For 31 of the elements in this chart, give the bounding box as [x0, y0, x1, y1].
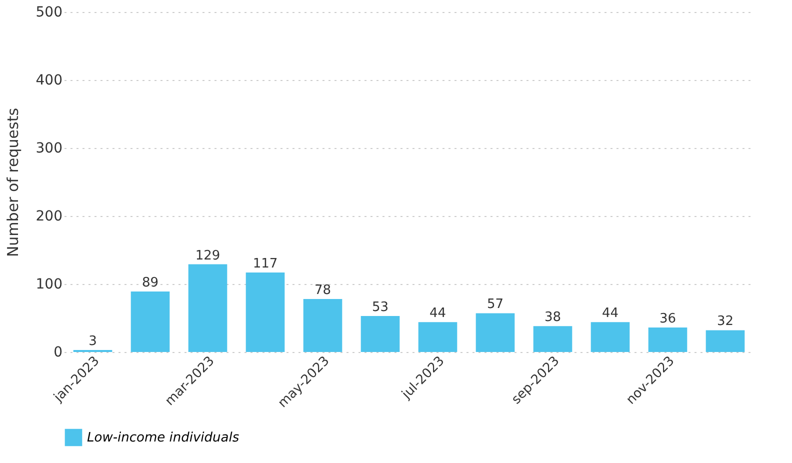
y-tick-label: 300 — [36, 140, 62, 156]
y-tick-label: 500 — [36, 4, 62, 20]
bar — [533, 326, 572, 352]
bar — [360, 316, 400, 352]
data-label: 38 — [544, 310, 562, 326]
data-label: 89 — [142, 275, 159, 290]
bar — [188, 264, 228, 352]
y-tick-label: 100 — [36, 276, 62, 292]
bar — [590, 322, 630, 352]
bar — [130, 291, 170, 352]
y-tick-label: 0 — [54, 344, 62, 360]
legend-label: Low-income individuals — [87, 430, 240, 446]
bar — [648, 328, 688, 352]
bar — [303, 298, 342, 352]
y-axis-title: Number of requests — [4, 108, 22, 258]
bar — [476, 313, 515, 352]
y-tick-label: 400 — [36, 72, 62, 88]
data-label: 32 — [716, 314, 734, 330]
data-label: 36 — [659, 312, 676, 327]
data-label: 44 — [429, 306, 446, 322]
bar — [418, 322, 458, 352]
y-tick-label: 200 — [36, 208, 62, 224]
data-label: 53 — [372, 300, 389, 315]
data-label: 117 — [252, 256, 278, 272]
data-label: 78 — [314, 282, 332, 298]
data-label: 129 — [195, 248, 220, 264]
bar — [246, 272, 285, 352]
data-label: 44 — [602, 306, 619, 322]
data-label: 3 — [88, 334, 97, 349]
data-label: 57 — [486, 297, 504, 312]
bar — [706, 330, 745, 352]
